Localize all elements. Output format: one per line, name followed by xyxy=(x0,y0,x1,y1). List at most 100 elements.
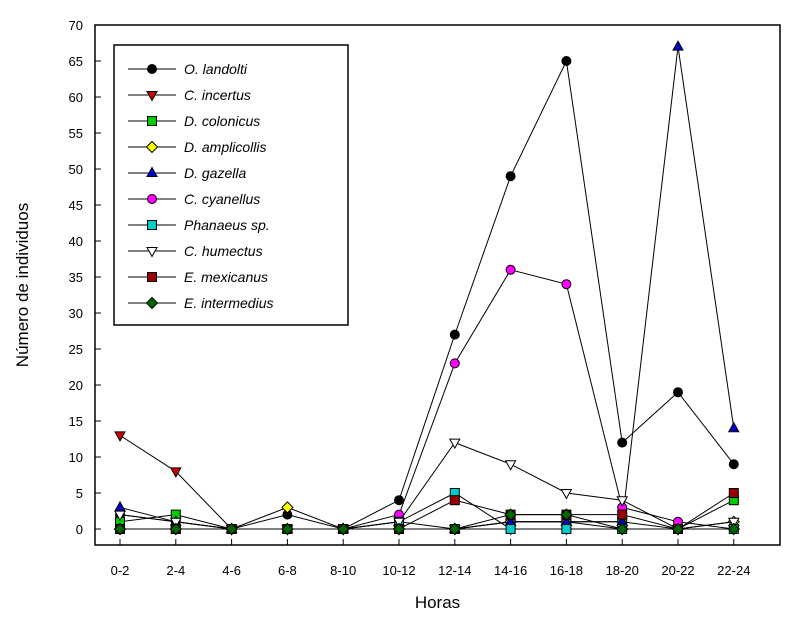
x-tick-label: 10-12 xyxy=(382,563,415,578)
data-point xyxy=(617,509,628,520)
data-point xyxy=(561,279,572,290)
x-tick-label: 14-16 xyxy=(494,563,527,578)
data-point xyxy=(727,522,741,536)
data-point xyxy=(615,522,629,536)
x-tick-label: 0-2 xyxy=(111,563,130,578)
data-point xyxy=(560,508,573,521)
x-tick-label: 18-20 xyxy=(606,563,639,578)
data-point xyxy=(449,358,460,369)
data-point xyxy=(281,522,294,536)
series-line xyxy=(119,441,734,530)
legend-label: O. landolti xyxy=(184,61,248,77)
y-tick-label: 30 xyxy=(69,306,83,321)
x-tick-label: 8-10 xyxy=(330,563,356,578)
legend-item: D. amplicollis xyxy=(128,139,266,155)
data-point xyxy=(673,387,683,398)
data-point xyxy=(169,467,182,478)
data-point xyxy=(448,438,461,450)
legend-item: D. gazella xyxy=(128,165,246,181)
data-point xyxy=(727,421,740,433)
legend-item: C. humectus xyxy=(128,243,263,259)
series-3 xyxy=(113,501,741,536)
data-point xyxy=(561,56,572,66)
x-tick-label: 4-6 xyxy=(222,563,241,578)
legend-label: D. gazella xyxy=(184,165,246,181)
data-point xyxy=(113,522,127,536)
y-tick-label: 70 xyxy=(69,18,83,33)
y-tick-label: 5 xyxy=(76,486,83,501)
legend: O. landolti C. incertus D. colonicus D. amp… xyxy=(113,44,349,326)
data-point xyxy=(336,522,350,536)
x-tick-label: 20-22 xyxy=(661,563,694,578)
data-point xyxy=(728,459,739,470)
data-point xyxy=(394,495,404,506)
legend-label: E. intermedius xyxy=(184,295,273,311)
series-6 xyxy=(115,488,739,534)
y-tick-label: 45 xyxy=(69,198,83,213)
data-point xyxy=(281,501,294,514)
series-line xyxy=(120,514,734,530)
data-point xyxy=(114,431,126,442)
legend-item: C. cyanellus xyxy=(128,191,260,207)
plot-frame xyxy=(94,24,781,546)
y-tick-label: 40 xyxy=(69,234,83,249)
data-point xyxy=(617,437,628,448)
data-point xyxy=(449,329,460,340)
x-tick-label: 2-4 xyxy=(166,563,185,578)
data-point xyxy=(392,522,406,536)
legend-label: C. cyanellus xyxy=(184,191,260,207)
series-layer xyxy=(113,40,741,536)
legend-label: Phanaeus sp. xyxy=(184,217,270,233)
legend-label: D. amplicollis xyxy=(184,139,266,155)
data-point xyxy=(505,524,516,534)
legend-item: Phanaeus sp. xyxy=(128,217,270,233)
series-8 xyxy=(115,488,739,534)
x-axis-title: Horas xyxy=(415,593,460,612)
y-tick-label: 20 xyxy=(69,378,83,393)
y-tick-label: 50 xyxy=(69,162,83,177)
y-tick-label: 35 xyxy=(69,270,83,285)
legend-item: D. colonicus xyxy=(128,113,260,129)
legend-marker xyxy=(145,296,159,310)
data-point xyxy=(169,522,183,536)
legend-label: D. colonicus xyxy=(184,113,260,129)
data-point xyxy=(448,522,462,536)
data-point xyxy=(225,522,238,536)
x-tick-label: 12-14 xyxy=(438,563,471,578)
data-point xyxy=(504,460,517,471)
x-tick-label: 16-18 xyxy=(550,563,583,578)
y-tick-label: 10 xyxy=(69,450,83,465)
x-tick-label: 6-8 xyxy=(278,563,297,578)
legend-marker xyxy=(147,64,157,74)
data-point xyxy=(560,489,573,500)
y-tick-label: 55 xyxy=(69,126,83,141)
y-axis-title: Número de individuos xyxy=(13,203,32,367)
legend-marker xyxy=(147,116,157,126)
legend-marker xyxy=(146,247,158,258)
legend-marker xyxy=(147,220,157,230)
legend-label: E. mexicanus xyxy=(184,269,268,285)
axes: 0 5 10 15 20 25 30 35 40 45 50 55 60 65 70 0-2 2-4 4-6 6-8… xyxy=(69,18,781,578)
data-point xyxy=(505,264,516,275)
legend-item: E. intermedius xyxy=(128,295,273,311)
legend-marker xyxy=(147,194,157,204)
data-point xyxy=(505,171,516,182)
data-point xyxy=(449,495,460,506)
series-1 xyxy=(114,431,740,536)
data-point xyxy=(616,496,629,507)
legend-marker xyxy=(145,140,159,154)
x-tick-label: 22-24 xyxy=(717,563,750,578)
data-point xyxy=(672,40,684,51)
legend-label: C. incertus xyxy=(184,87,251,103)
legend-item: O. landolti xyxy=(128,61,248,77)
y-tick-label: 65 xyxy=(69,54,83,69)
legend-label: C. humectus xyxy=(184,243,263,259)
data-point xyxy=(728,488,739,498)
legend-marker xyxy=(147,272,157,282)
y-tick-label: 25 xyxy=(69,342,83,357)
y-tick-label: 0 xyxy=(76,522,83,537)
data-point xyxy=(504,508,517,521)
data-point xyxy=(671,522,685,536)
legend-marker xyxy=(146,91,158,102)
legend-item: C. incertus xyxy=(128,87,251,103)
